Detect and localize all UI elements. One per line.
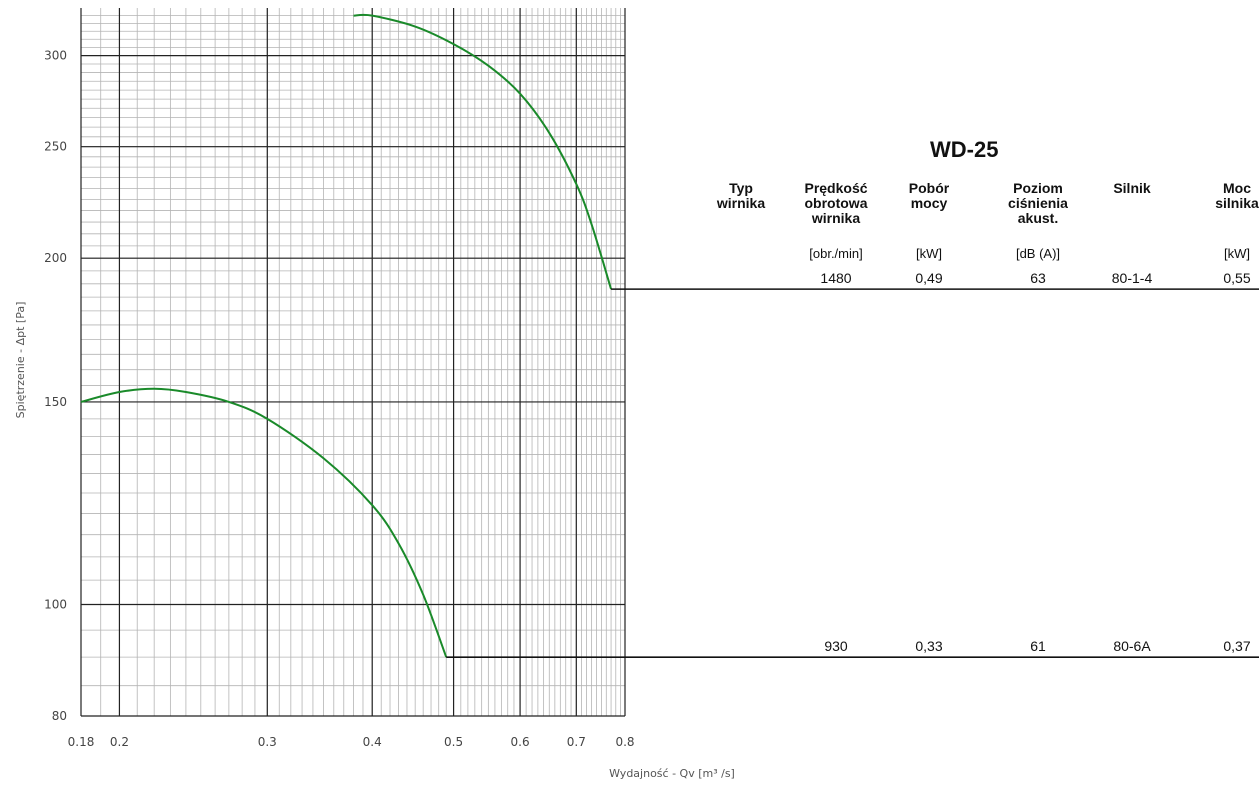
x-tick-label: 0.8 xyxy=(615,735,634,749)
column-header-line: Moc xyxy=(1223,180,1251,196)
column-header: Prędkość obrotowa wirnika xyxy=(804,181,867,226)
chart-title: WD-25 xyxy=(930,137,999,162)
column-unit: [kW] xyxy=(1224,246,1250,261)
x-tick-label: 0.2 xyxy=(110,735,129,749)
y-tick-label: 300 xyxy=(44,49,67,63)
column-header-line: mocy xyxy=(910,195,948,211)
table-cell: 63 xyxy=(1030,270,1046,287)
column-header-line: obrotowa xyxy=(804,195,868,211)
column-header: Moc silnika xyxy=(1215,181,1259,211)
y-tick-label: 100 xyxy=(44,598,67,612)
table-cell: 930 xyxy=(824,638,848,655)
leader-lines xyxy=(446,288,1259,658)
column-header-line: Silnik xyxy=(1113,180,1151,196)
column-header: Silnik xyxy=(1113,181,1150,196)
y-tick-label: 150 xyxy=(44,395,67,409)
table-cell: 0,37 xyxy=(1223,638,1251,655)
column-header: Typ wirnika xyxy=(717,181,765,211)
column-header-line: ciśnienia xyxy=(1008,195,1068,211)
y-tick-label: 250 xyxy=(44,140,67,154)
x-axis-label: Wydajność - Qv [m³ /s] xyxy=(609,767,735,780)
tick-labels: 0.18 0.2 0.3 0.4 0.5 0.6 0.7 0.8 80 100 150 200 250 3… xyxy=(44,49,634,749)
major-grid xyxy=(80,8,626,717)
column-header-line: akust. xyxy=(1017,210,1059,226)
column-unit: [obr./min] xyxy=(809,246,863,261)
curve-line xyxy=(353,13,613,290)
table-cell: 0,33 xyxy=(915,638,943,655)
performance-curves xyxy=(80,13,613,658)
column-header-line: wirnika xyxy=(811,210,861,226)
table-cell: 61 xyxy=(1030,638,1046,655)
column-unit: [kW] xyxy=(916,246,942,261)
x-tick-label: 0.7 xyxy=(567,735,586,749)
curve-line xyxy=(80,387,448,658)
y-axis-label: Spiętrzenie - Δpt [Pa] xyxy=(14,302,27,419)
table-cell: 0,55 xyxy=(1223,270,1251,287)
column-header-line: Typ xyxy=(729,180,753,196)
column-header-line: silnika xyxy=(1215,195,1259,211)
table-cell: 1480 xyxy=(820,270,852,287)
table-cell: 80-1-4 xyxy=(1111,270,1153,287)
minor-grid xyxy=(81,8,625,716)
column-header-line: Poziom xyxy=(1013,180,1063,196)
column-header-line: Prędkość xyxy=(804,180,868,196)
column-unit: [dB (A)] xyxy=(1015,246,1061,261)
column-header: Poziom ciśnienia akust. xyxy=(1008,181,1068,226)
y-tick-label: 200 xyxy=(44,251,67,265)
x-tick-label: 0.3 xyxy=(258,735,277,749)
x-tick-label: 0.6 xyxy=(511,735,530,749)
x-tick-label: 0.5 xyxy=(444,735,463,749)
table-cell: 80-6A xyxy=(1113,638,1151,655)
table-cell: 0,49 xyxy=(915,270,943,287)
column-header-line: Pobór xyxy=(908,180,950,196)
x-tick-label: 0.18 xyxy=(68,735,95,749)
y-tick-label: 80 xyxy=(52,709,67,723)
column-header-line: wirnika xyxy=(716,195,766,211)
column-header: Pobór mocy xyxy=(909,181,949,211)
x-tick-label: 0.4 xyxy=(363,735,382,749)
